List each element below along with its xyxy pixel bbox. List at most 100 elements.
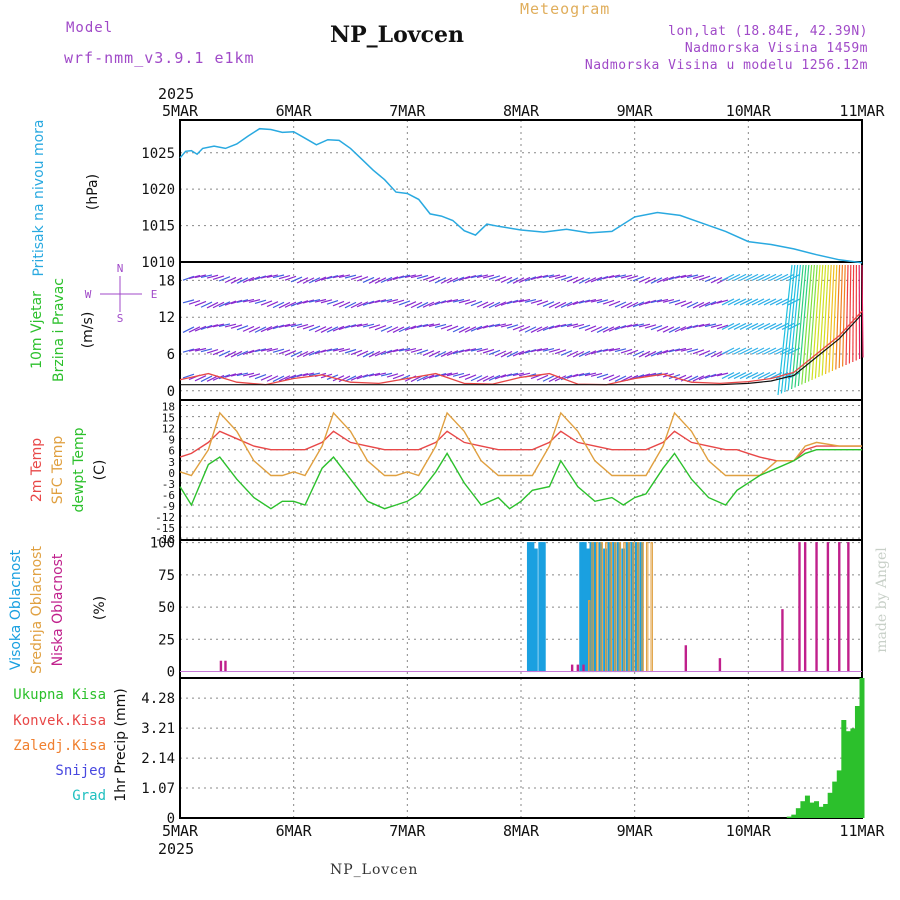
wind-arrow xyxy=(602,326,615,333)
wind-arrow-strong xyxy=(780,264,796,394)
wind-arrow xyxy=(572,277,585,284)
lonlat-info: lon,lat (18.84E, 42.39N) xyxy=(668,24,868,39)
wind-arrow xyxy=(632,276,645,282)
wind-arrow xyxy=(751,347,765,355)
wind-arrow xyxy=(200,301,213,308)
station-title: NP_Lovcen xyxy=(330,22,464,48)
wind-arrow xyxy=(620,274,633,279)
wind-arrow xyxy=(512,299,525,304)
wind-arrow xyxy=(757,371,771,380)
wind-arrow xyxy=(584,277,597,284)
wind-arrow xyxy=(608,325,621,332)
wind-arrow xyxy=(590,326,603,333)
wind-arrow xyxy=(518,298,531,303)
wind-arrow xyxy=(763,322,777,331)
wind-arrow xyxy=(290,373,303,379)
wind-arrow xyxy=(704,276,717,283)
wind-arrow xyxy=(745,347,759,355)
wind-arrow xyxy=(704,350,717,358)
wind-arrow xyxy=(410,301,423,309)
y-tick-label: 6 xyxy=(168,445,175,458)
y-tick-label: 3.21 xyxy=(141,721,175,737)
wind-arrow xyxy=(620,348,633,354)
wind-arrow-strong xyxy=(852,264,855,363)
model-label: Model xyxy=(66,20,114,36)
precip-bar xyxy=(795,808,801,818)
precip-bar xyxy=(804,795,810,818)
wind-arrow xyxy=(500,300,513,306)
wind-arrow-strong xyxy=(811,264,821,381)
wind-arrow xyxy=(404,274,417,278)
y-tick-label: 18 xyxy=(162,401,175,414)
wind-arrow xyxy=(458,299,471,304)
wind-arrow xyxy=(698,323,711,328)
wind-arrow xyxy=(308,277,321,284)
wind-arrow xyxy=(596,348,609,353)
wind-arrow xyxy=(458,348,471,353)
wind-arrow xyxy=(542,325,555,332)
wind-arrow xyxy=(308,298,321,303)
wind-arrow xyxy=(398,300,411,306)
wind-arrow xyxy=(296,323,309,329)
wind-arrow xyxy=(458,373,471,379)
wind-arrow xyxy=(452,276,465,283)
wind-arrow xyxy=(721,347,735,355)
wind-arrow xyxy=(206,301,219,309)
wind-arrow xyxy=(769,347,783,355)
wind-arrow xyxy=(781,273,795,281)
temp-title-2m: 2m Temp xyxy=(29,438,45,502)
wind-arrow xyxy=(572,323,585,329)
wind-arrow xyxy=(650,299,663,304)
wind-arrow xyxy=(458,326,471,334)
wind-arrow xyxy=(608,274,621,279)
wind-arrow xyxy=(506,277,519,284)
wind-arrow xyxy=(548,348,561,353)
wind-arrow xyxy=(751,371,765,380)
wind-arrow xyxy=(763,371,777,380)
wind-arrow xyxy=(284,350,297,356)
y-tick-label: 0 xyxy=(167,665,175,681)
temp-title-dewpt: dewpt Temp xyxy=(71,427,87,512)
wind-arrow xyxy=(218,301,231,308)
wind-arrow xyxy=(320,326,333,334)
wind-arrow xyxy=(751,322,765,331)
wind-arrow xyxy=(727,322,741,331)
wind-arrow xyxy=(422,301,435,308)
wind-arrow xyxy=(308,325,321,332)
y-tick-label: 0 xyxy=(167,811,175,827)
wind-arrow xyxy=(727,371,741,380)
wind-arrow xyxy=(686,301,699,309)
date-label-top: 8MAR xyxy=(503,102,540,120)
precip-bar xyxy=(841,720,847,818)
wind-arrow xyxy=(278,375,291,382)
wind-arrow xyxy=(278,349,291,355)
wind-arrow-strong xyxy=(842,264,846,367)
wind-arrow xyxy=(727,347,741,355)
wind-arrow xyxy=(530,348,543,353)
wind-arrow xyxy=(266,375,279,382)
wind-arrow xyxy=(506,372,519,377)
wind-arrow xyxy=(362,300,375,306)
wind-arrow xyxy=(200,274,213,278)
precip-bar xyxy=(800,801,806,818)
wind-arrow xyxy=(662,299,675,303)
wind-arrow xyxy=(224,350,237,358)
wind-arrow xyxy=(518,349,531,356)
wind-arrow xyxy=(602,299,615,305)
wind-arrow xyxy=(560,275,573,281)
wind-arrow xyxy=(188,274,201,280)
cloud-bar xyxy=(847,542,850,673)
wind-arrow xyxy=(410,324,423,330)
wind-arrow xyxy=(188,326,201,333)
wind-arrow xyxy=(674,274,687,279)
cloud-bar xyxy=(781,609,784,673)
date-label-top: 5MAR xyxy=(162,102,199,120)
wind-arrow xyxy=(763,298,777,306)
date-label-bottom: 6MAR xyxy=(276,822,313,840)
wind-arrow xyxy=(590,349,603,355)
wind-arrow xyxy=(350,301,363,309)
wind-arrow-strong xyxy=(814,264,824,379)
wind-arrow xyxy=(260,274,273,279)
wind-arrow xyxy=(422,323,435,328)
y-tick-label: 18 xyxy=(158,273,175,289)
